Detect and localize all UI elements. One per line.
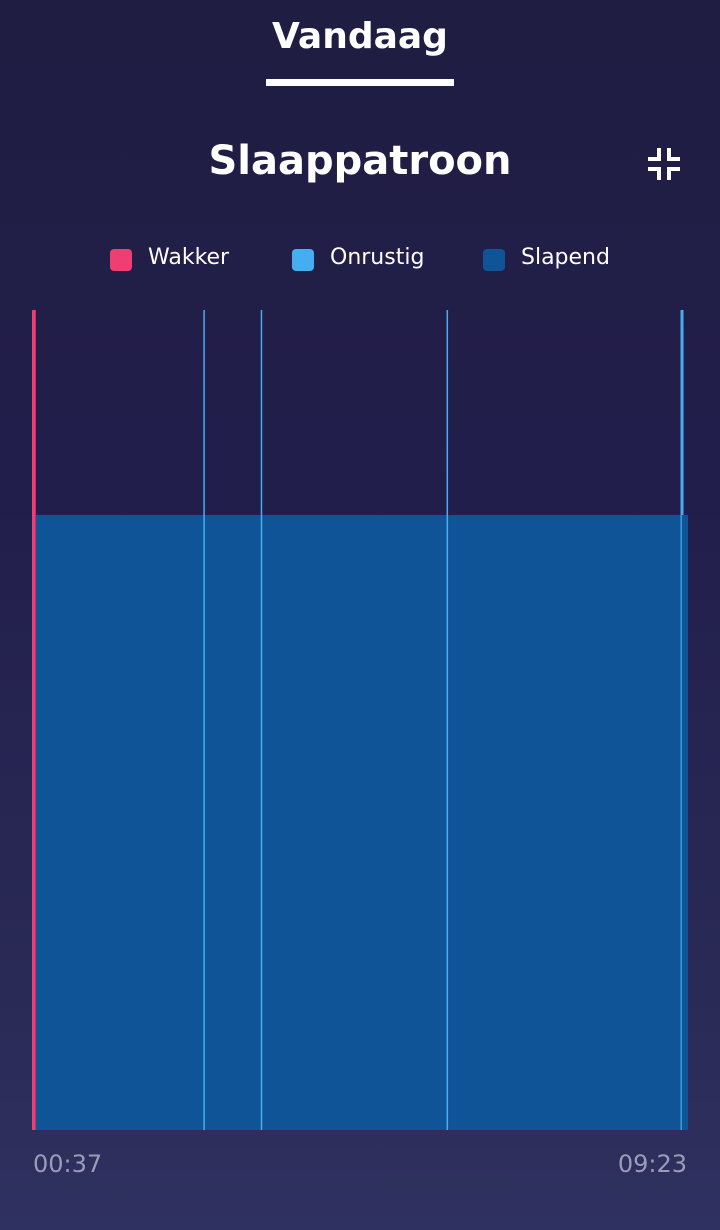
tab-vandaag-label: Vandaag	[272, 16, 448, 57]
tab-bar: Vandaag	[0, 0, 720, 100]
segment-slapend-3	[681, 515, 688, 1130]
segment-wakker-0	[32, 310, 36, 1130]
legend-label-slapend: Slapend	[521, 245, 610, 270]
x-axis-start-label: 00:37	[33, 1150, 103, 1178]
legend-swatch-slapend	[483, 249, 505, 271]
page-title: Slaappatroon	[208, 138, 512, 184]
legend-swatch-wakker	[110, 249, 132, 271]
collapse-button[interactable]	[646, 146, 682, 182]
collapse-arrows-icon	[648, 148, 680, 180]
legend-swatch-onrustig	[292, 249, 314, 271]
tab-active-indicator	[266, 79, 454, 86]
legend-label-wakker: Wakker	[148, 245, 230, 270]
x-axis-end-label: 09:23	[617, 1150, 687, 1178]
segment-slapend-1	[35, 515, 681, 1130]
legend-label-onrustig: Onrustig	[330, 245, 425, 270]
chart-legend: Wakker Onrustig Slapend	[0, 240, 720, 280]
sleep-pattern-chart	[32, 310, 688, 1130]
tab-vandaag[interactable]: Vandaag	[266, 0, 454, 100]
